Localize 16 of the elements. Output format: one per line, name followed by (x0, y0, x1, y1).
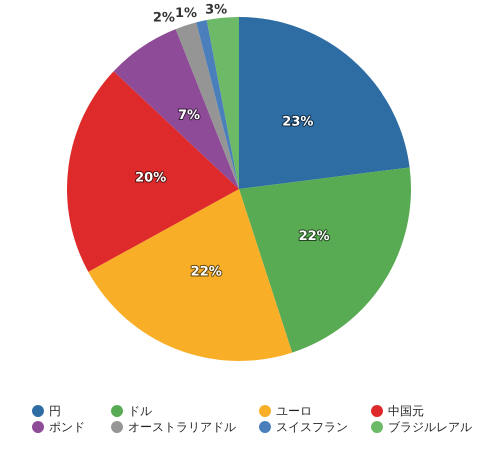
legend-label: スイスフラン (276, 420, 348, 434)
legend-label: オーストラリアドル (128, 420, 236, 434)
data-label: 7% (178, 108, 200, 123)
data-label: 22% (190, 264, 222, 280)
data-label: 22% (298, 229, 330, 244)
legend-label: ポンド (49, 420, 85, 434)
legend-label: ユーロ (276, 404, 312, 418)
legend-label: ブラジルレアル (388, 420, 472, 434)
data-label: 23% (282, 114, 314, 130)
legend-label: ドル (128, 404, 152, 418)
data-label: 20% (135, 170, 166, 186)
data-label: 3% (205, 2, 228, 18)
legend-label: 中国元 (388, 404, 424, 418)
data-label: 1% (174, 6, 198, 21)
legend-label: 円 (49, 404, 61, 418)
data-label: 2% (152, 10, 175, 26)
